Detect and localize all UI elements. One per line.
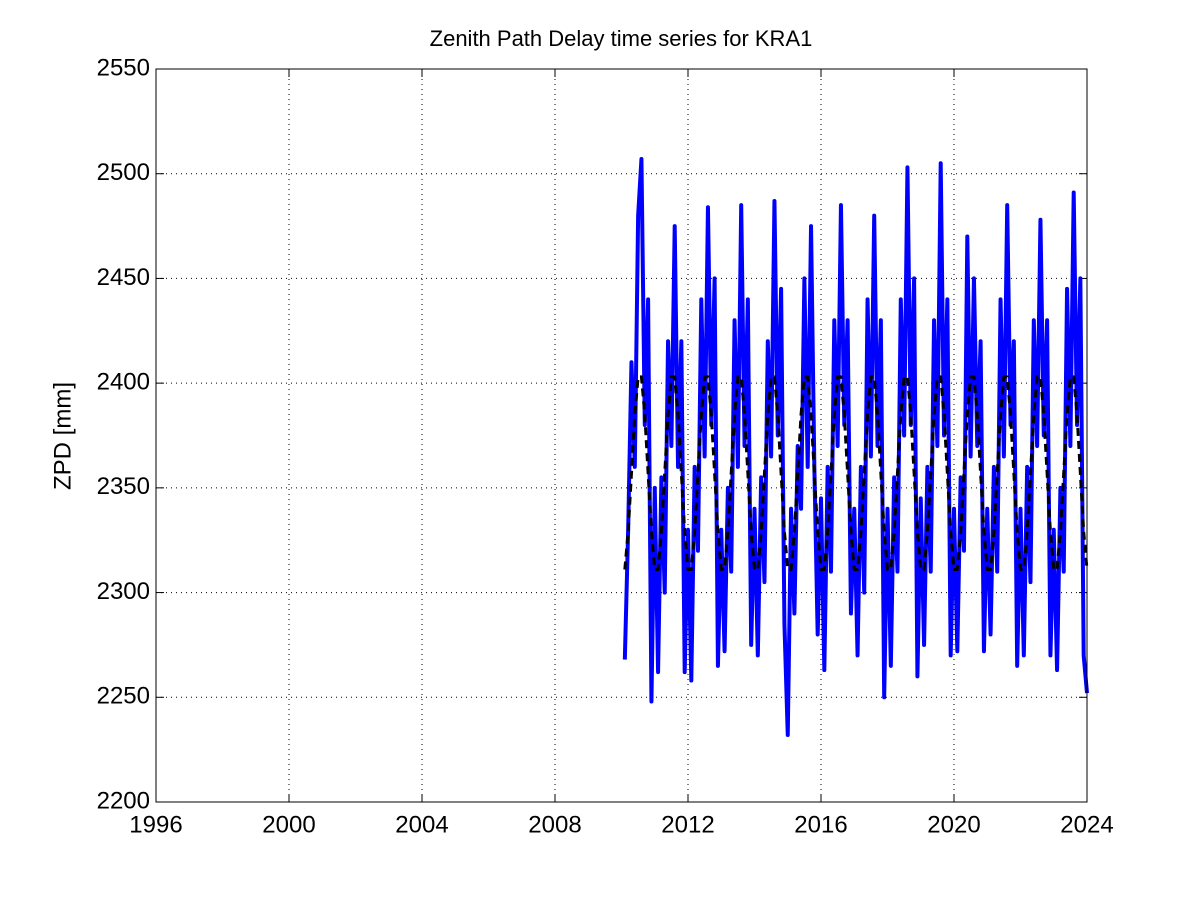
- x-tick-label: 2008: [528, 811, 581, 838]
- y-tick-label: 2500: [97, 159, 150, 186]
- y-axis-label: ZPD [mm]: [49, 382, 76, 490]
- x-tick-label: 2012: [661, 811, 714, 838]
- y-tick-label: 2350: [97, 473, 150, 500]
- x-tick-label: 2020: [927, 811, 980, 838]
- y-tick-label: 2300: [97, 578, 150, 605]
- y-tick-label: 2550: [97, 54, 150, 81]
- x-tick-label: 2024: [1060, 811, 1113, 838]
- axes-box: [155, 68, 1088, 803]
- chart-title: Zenith Path Delay time series for KRA1: [430, 26, 813, 51]
- data-line: [623, 375, 1089, 572]
- y-tick-label: 2450: [97, 264, 150, 291]
- x-tick-label: 2000: [262, 811, 315, 838]
- x-tick-label: 2016: [794, 811, 847, 838]
- y-tick-label: 2250: [97, 683, 150, 710]
- y-tick-label: 2400: [97, 368, 150, 395]
- x-tick-label: 2004: [395, 811, 448, 838]
- y-tick-label: 2200: [97, 787, 150, 814]
- data-line: [622, 157, 1089, 737]
- x-tick-label: 1996: [129, 811, 182, 838]
